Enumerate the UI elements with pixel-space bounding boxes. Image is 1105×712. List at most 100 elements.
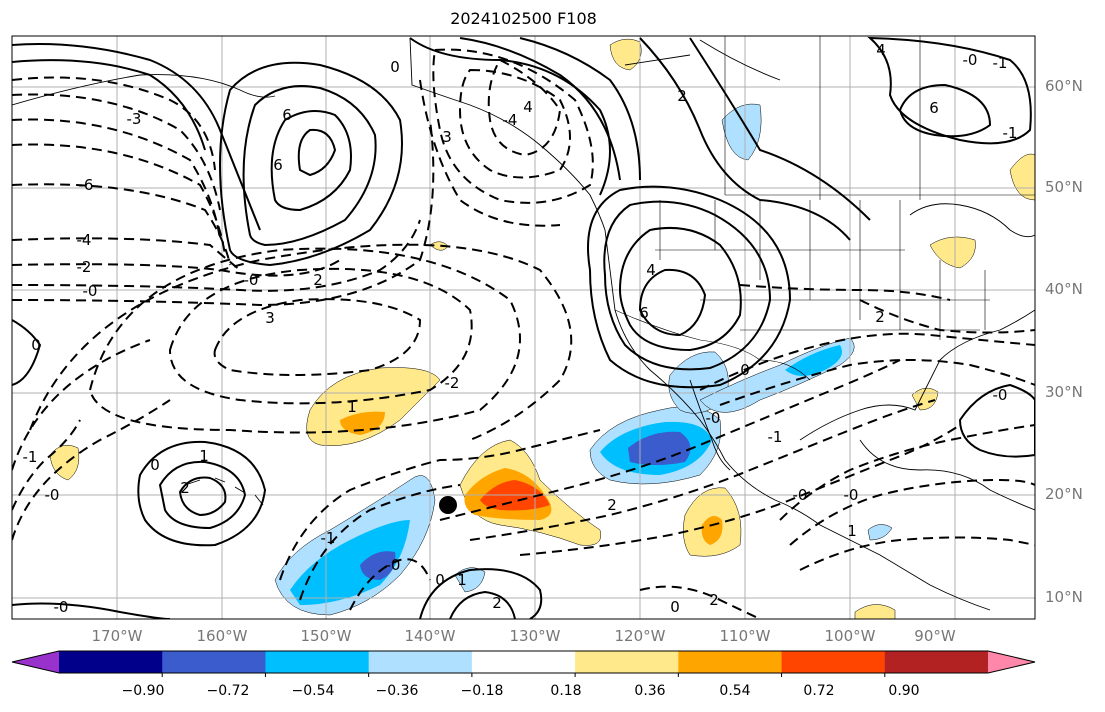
contour-label: -4 <box>77 231 92 249</box>
colorbar-tick-label: −0.72 <box>206 683 250 699</box>
contour-label: 1 <box>199 447 209 465</box>
shade-positive-region <box>49 444 80 481</box>
lat-label: 10°N <box>1045 588 1083 606</box>
shade-negative-region <box>628 431 691 465</box>
contour-label: -0 <box>993 386 1008 404</box>
contour-label: 2 <box>180 479 190 497</box>
lat-label: 50°N <box>1045 178 1083 196</box>
colorbar-segment <box>265 651 370 673</box>
graticule <box>12 36 1035 619</box>
contour-label: -1 <box>993 54 1008 72</box>
contour-label: -0 <box>793 486 808 504</box>
coastlines <box>12 37 1035 611</box>
contour-label: 1 <box>347 398 357 416</box>
contour-label: -3 <box>127 110 142 128</box>
colorbar-tick-label: 0.90 <box>888 683 920 699</box>
contour-label: 0 <box>31 336 41 354</box>
contour-label: 2 <box>709 591 719 609</box>
contour-label: 0 <box>390 58 400 76</box>
storm-location-marker <box>439 496 457 514</box>
contour-label: 0 <box>435 571 445 589</box>
contour-label: 2 <box>677 87 687 105</box>
colorbar-segment <box>368 651 473 673</box>
contour-label: -2 <box>445 374 460 392</box>
contour-label: 6 <box>273 156 283 174</box>
colorbar-segment <box>59 651 163 673</box>
shade-negative-region <box>454 567 486 593</box>
colorbar-tick-label: 0.36 <box>634 683 666 699</box>
contour-label: -1 <box>321 529 336 547</box>
contour-label: 4 <box>876 41 886 59</box>
colorbar-tick-label: 0.18 <box>550 683 582 699</box>
lon-label: 90°W <box>914 627 956 645</box>
contour-label: -0 <box>54 598 69 616</box>
shade-negative-region <box>360 551 396 580</box>
contour-label: -0 <box>386 556 401 574</box>
solid-contours <box>12 36 1035 619</box>
contour-labels: 4 6 6 4 2 3 2 1 0 -0 2 1 2 -0 0 1 4 6 6 … <box>23 41 1018 616</box>
contour-label: 6 <box>639 304 649 322</box>
lon-label: 120°W <box>614 627 666 645</box>
contour-label: 1 <box>457 571 467 589</box>
shaded-anomalies <box>49 38 1035 619</box>
colorbar-extend-max <box>988 651 1035 673</box>
shade-negative-region <box>785 345 843 376</box>
contour-label: -0 <box>706 409 721 427</box>
colorbar-tick-label: −0.36 <box>375 683 419 699</box>
contour-label: -0 <box>963 51 978 69</box>
map-title: 2024102500 F108 <box>450 9 597 28</box>
plot-frame <box>11 35 1036 620</box>
contour-label: 2 <box>313 271 323 289</box>
contour-label: 6 <box>282 106 292 124</box>
contour-label: -4 <box>503 111 518 129</box>
colorbar-segment <box>471 651 576 673</box>
contour-label: -6 <box>79 176 94 194</box>
colorbar-tick-label: 0.54 <box>719 683 751 699</box>
dashed-contours <box>12 48 1035 619</box>
lon-label: 130°W <box>509 627 561 645</box>
colorbar-tick-label: −0.18 <box>460 683 504 699</box>
contour-label: -1 <box>1003 124 1018 142</box>
contour-label: -0 <box>83 282 98 300</box>
colorbar-tick-label: −0.54 <box>291 683 335 699</box>
lon-label: 170°W <box>91 627 143 645</box>
lon-label: 140°W <box>404 627 456 645</box>
lat-label: 60°N <box>1045 77 1083 95</box>
colorbar-extend-min <box>12 651 59 673</box>
colorbar-segment <box>162 651 266 673</box>
lat-label: 40°N <box>1045 280 1083 298</box>
contour-label: -1 <box>768 428 783 446</box>
contour-label: -0 <box>844 486 859 504</box>
contour-label: -0 <box>45 486 60 504</box>
contour-label: -1 <box>23 448 38 466</box>
shade-negative-region <box>290 520 410 605</box>
contour-label: 2 <box>492 594 502 612</box>
contour-label: 0 <box>740 361 750 379</box>
contour-label: 0 <box>150 456 160 474</box>
contour-label: 2 <box>607 496 617 514</box>
contour-label: -0 <box>244 271 259 289</box>
contour-label: 6 <box>929 99 939 117</box>
lon-label: 160°W <box>196 627 248 645</box>
colorbar-outline <box>11 650 1036 674</box>
colorbar-segment <box>575 651 679 673</box>
colorbar-segment <box>678 651 783 673</box>
lon-label: 100°W <box>824 627 876 645</box>
shade-positive-region <box>306 367 441 446</box>
shade-positive-region <box>1009 153 1035 201</box>
shade-negative-region <box>721 103 762 161</box>
colorbar-tick-label: 0.72 <box>803 683 835 699</box>
contour-label: 3 <box>442 128 452 146</box>
contour-label: 0 <box>670 598 680 616</box>
shade-positive-region <box>854 604 896 619</box>
colorbar <box>11 650 1036 677</box>
lat-label: 30°N <box>1045 383 1083 401</box>
shade-positive-region <box>929 236 976 269</box>
lon-label: 150°W <box>300 627 352 645</box>
contour-label: 2 <box>875 308 885 326</box>
lat-label: 20°N <box>1045 485 1083 503</box>
colorbar-segment <box>781 651 886 673</box>
contour-label: 1 <box>847 522 857 540</box>
contour-label: 3 <box>265 309 275 327</box>
